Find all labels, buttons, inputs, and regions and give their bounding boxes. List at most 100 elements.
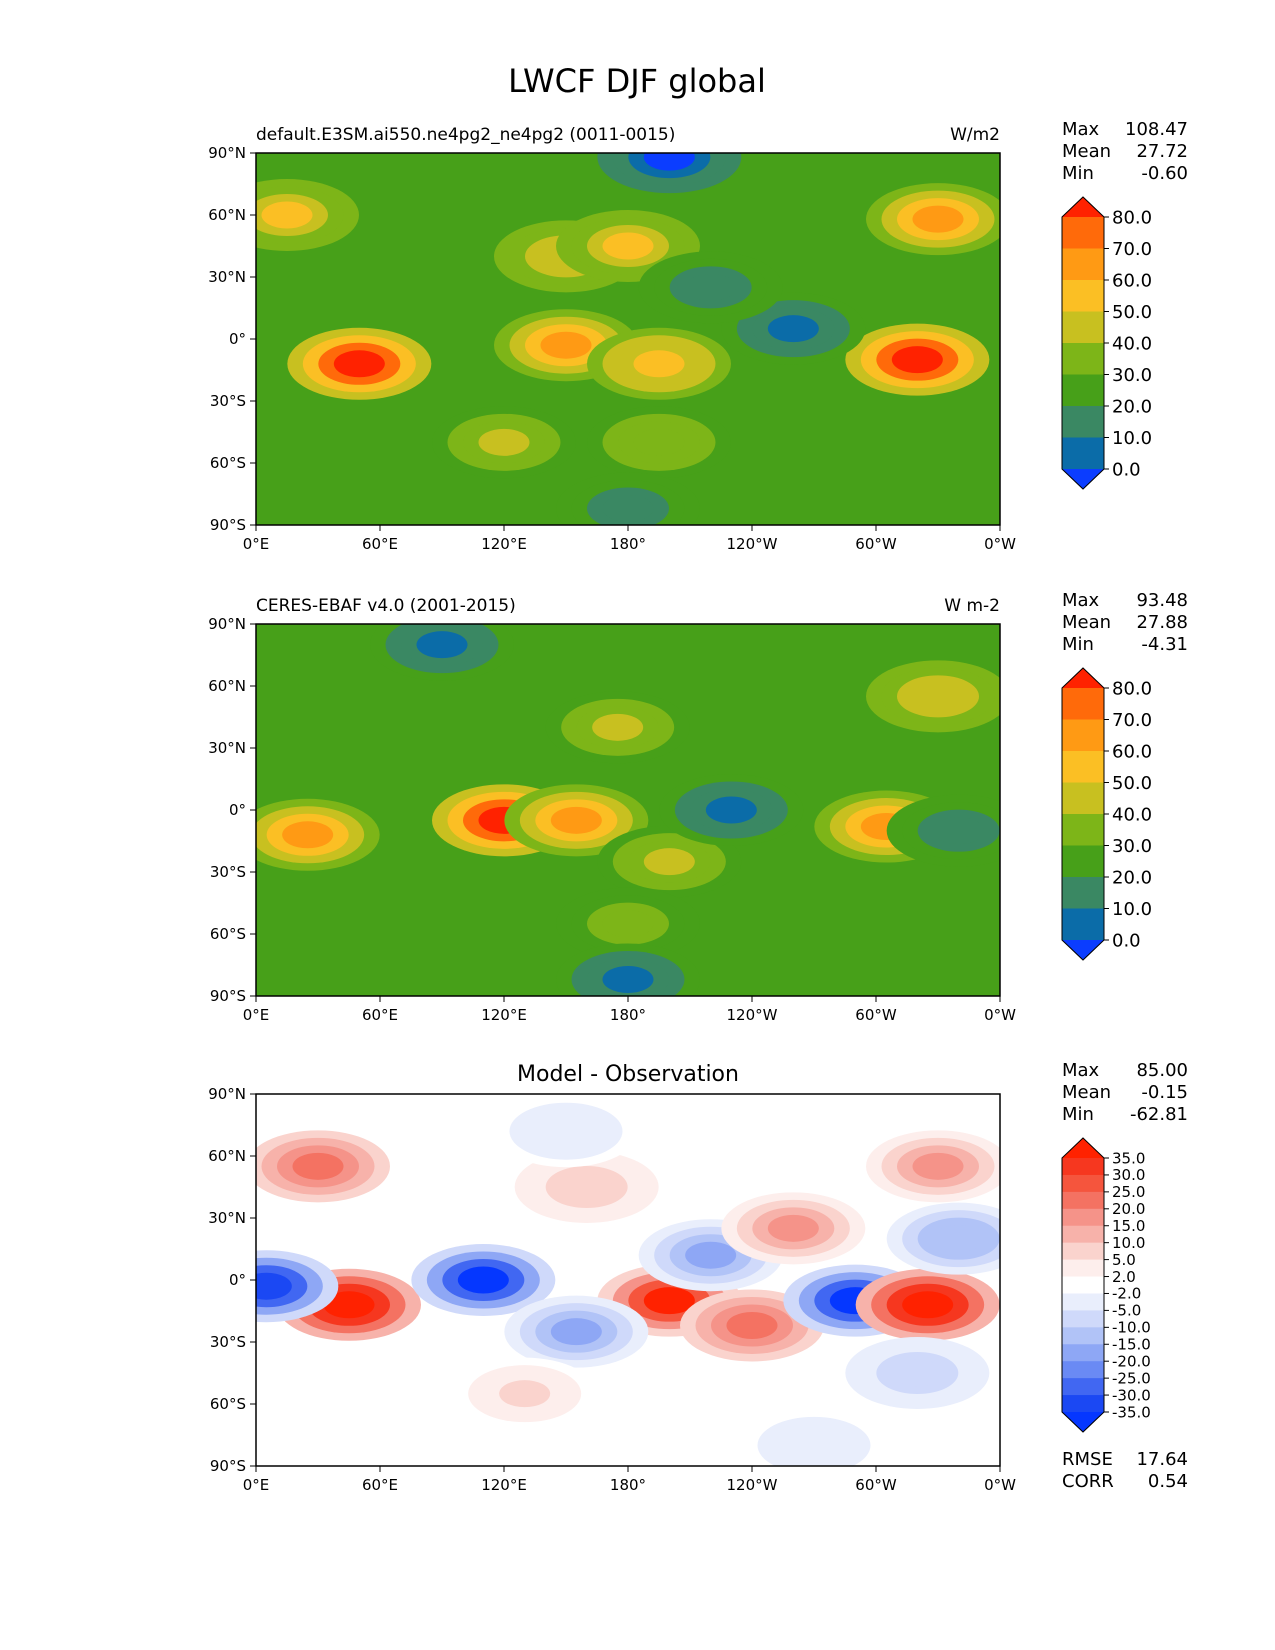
field-contour [602,965,654,993]
panel-units-label: W/m2 [950,125,1000,145]
x-tick-label: 60°W [855,1006,897,1024]
map-panel-difference: Model - Observation 0°E 60°E 120°E 180° 120°W… [208,1060,1188,1494]
colorbar-cell [1062,751,1104,783]
colorbar-cell [1062,1191,1104,1210]
colorbar-tick-label: 30.0 [1112,365,1152,386]
figure-title: LWCF DJF global [508,62,766,100]
map-panel-test: default.E3SM.ai550.ne4pg2_ne4pg2 (0011-0… [208,119,1188,553]
field-contour [705,796,757,824]
colorbar-tick-label: 0.0 [1112,930,1141,951]
colorbar-extend-min [1062,469,1104,489]
field-contour [292,1152,344,1180]
y-tick-label: 0° [229,330,246,348]
x-tick-label: 0°W [984,535,1016,553]
colorbar-tick-label: 15.0 [1112,1217,1145,1235]
metric-value: 17.64 [1136,1449,1188,1470]
colorbar-tick-label: 20.0 [1112,867,1152,888]
colorbar-cell [1062,1208,1104,1227]
stat-value: -0.15 [1141,1082,1188,1103]
colorbar-tick-label: -15.0 [1112,1336,1151,1354]
x-tick-label: 120°E [481,535,527,553]
colorbar-tick-label: -25.0 [1112,1369,1151,1387]
field-contour [550,806,602,834]
colorbar-cell [1062,1276,1104,1294]
x-tick-label: 60°E [362,1476,398,1494]
colorbar-tick-label: 10.0 [1112,899,1152,920]
colorbar-tick-label: 70.0 [1112,239,1152,260]
field-contour [256,1272,292,1300]
colorbar-tick-label: -20.0 [1112,1352,1151,1370]
field-contour [912,682,964,710]
colorbar-cell [1062,280,1104,312]
x-tick-label: 0°W [984,1006,1016,1024]
colorbar-cell [1062,845,1104,878]
colorbar-extend-min [1062,940,1104,960]
colorbar-cell [1062,311,1104,344]
metric-value: 0.54 [1148,1471,1188,1492]
field-contour [788,1431,840,1459]
stat-value: 27.88 [1136,612,1188,633]
x-tick-label: 60°W [855,535,897,553]
field-contour [457,1266,509,1294]
field-contour [633,428,685,456]
colorbar-cell [1062,1174,1104,1193]
y-tick-label: 30°S [210,863,246,881]
colorbar-test: 80.0 70.0 60.0 50.0 40.0 30.0 20.0 10.0 0.0 [1061,196,1152,490]
y-tick-label: 90°N [208,144,246,162]
colorbar-cell [1062,1344,1104,1362]
colorbar-tick-label: 80.0 [1112,207,1152,228]
field-contour [933,817,985,845]
stat-value: 27.72 [1136,141,1188,162]
field-contour [602,910,654,938]
y-tick-label: 0° [229,801,246,819]
colorbar-tick-label: 60.0 [1112,270,1152,291]
field-contour [902,1291,954,1319]
stat-value: -62.81 [1130,1104,1188,1125]
colorbar-cell [1062,248,1104,281]
field-contour [685,1241,737,1269]
colorbar-extend-min [1062,1412,1104,1432]
colorbar-cell [1062,719,1104,752]
colorbar-cell [1062,877,1104,909]
field-reference [256,624,1000,996]
colorbar-cell [1062,782,1104,815]
colorbar-tick-label: 70.0 [1112,710,1152,731]
colorbar-tick-label: -30.0 [1112,1386,1151,1404]
y-tick-label: 60°S [210,1395,246,1413]
y-tick-label: 90°N [208,1085,246,1103]
x-tick-label: 120°E [481,1006,527,1024]
colorbar-tick-label: -2.0 [1112,1285,1141,1303]
field-contour [561,1173,613,1201]
y-tick-label: 30°S [210,1333,246,1351]
field-contour [478,428,530,456]
y-tick-label: 90°S [210,516,246,534]
y-tick-label: 0° [229,1271,246,1289]
field-contour [333,350,385,378]
x-tick-label: 60°E [362,1006,398,1024]
y-tick-label: 60°N [208,677,246,695]
field-contour [592,713,644,741]
colorbar-tick-label: 60.0 [1112,741,1152,762]
colorbar-tick-label: 10.0 [1112,1234,1145,1252]
x-tick-label: 0°E [243,1476,270,1494]
panel-units-label: W m-2 [944,596,1000,616]
colorbar-cell [1062,814,1104,846]
field-contour [540,331,592,359]
y-tick-label: 90°S [210,1457,246,1475]
x-tick-label: 0°W [984,1476,1016,1494]
colorbar-tick-label: 5.0 [1112,1251,1136,1269]
field-contour [261,201,313,229]
y-tick-label: 30°S [210,392,246,410]
colorbar-cell [1062,908,1104,941]
colorbar-cell [1062,437,1104,470]
field-contour [540,1117,592,1145]
colorbar-difference: 35.030.025.020.015.010.05.02.0-2.0-5.0-1… [1061,1137,1151,1433]
field-contour [767,315,819,343]
x-tick-label: 60°E [362,535,398,553]
y-tick-label: 60°S [210,454,246,472]
colorbar-tick-label: 20.0 [1112,396,1152,417]
colorbar-cell [1062,1242,1104,1261]
colorbar-tick-label: 25.0 [1112,1183,1145,1201]
colorbar-extend-max [1062,668,1104,688]
